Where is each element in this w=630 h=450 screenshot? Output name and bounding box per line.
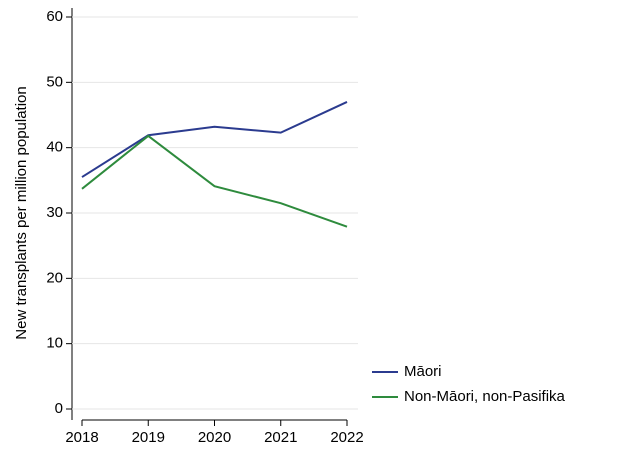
y-tick-label: 50 [46, 73, 63, 90]
y-axis-label: New transplants per million population [13, 86, 30, 339]
legend-label: Māori [404, 363, 442, 380]
series-line [81, 134, 348, 228]
y-tick-label: 10 [46, 335, 63, 352]
y-tick-label: 30 [46, 204, 63, 221]
series-line [81, 101, 348, 178]
x-tick-label: 2022 [330, 429, 363, 446]
x-tick-label: 2021 [264, 429, 297, 446]
y-tick-label: 40 [46, 139, 63, 156]
x-tick-label: 2020 [198, 429, 231, 446]
legend-label: Non-Māori, non-Pasifika [404, 388, 566, 405]
y-tick-label: 20 [46, 269, 63, 286]
y-tick-label: 0 [55, 400, 63, 417]
x-tick-label: 2018 [65, 429, 98, 446]
y-tick-label: 60 [46, 8, 63, 25]
x-tick-label: 2019 [132, 429, 165, 446]
